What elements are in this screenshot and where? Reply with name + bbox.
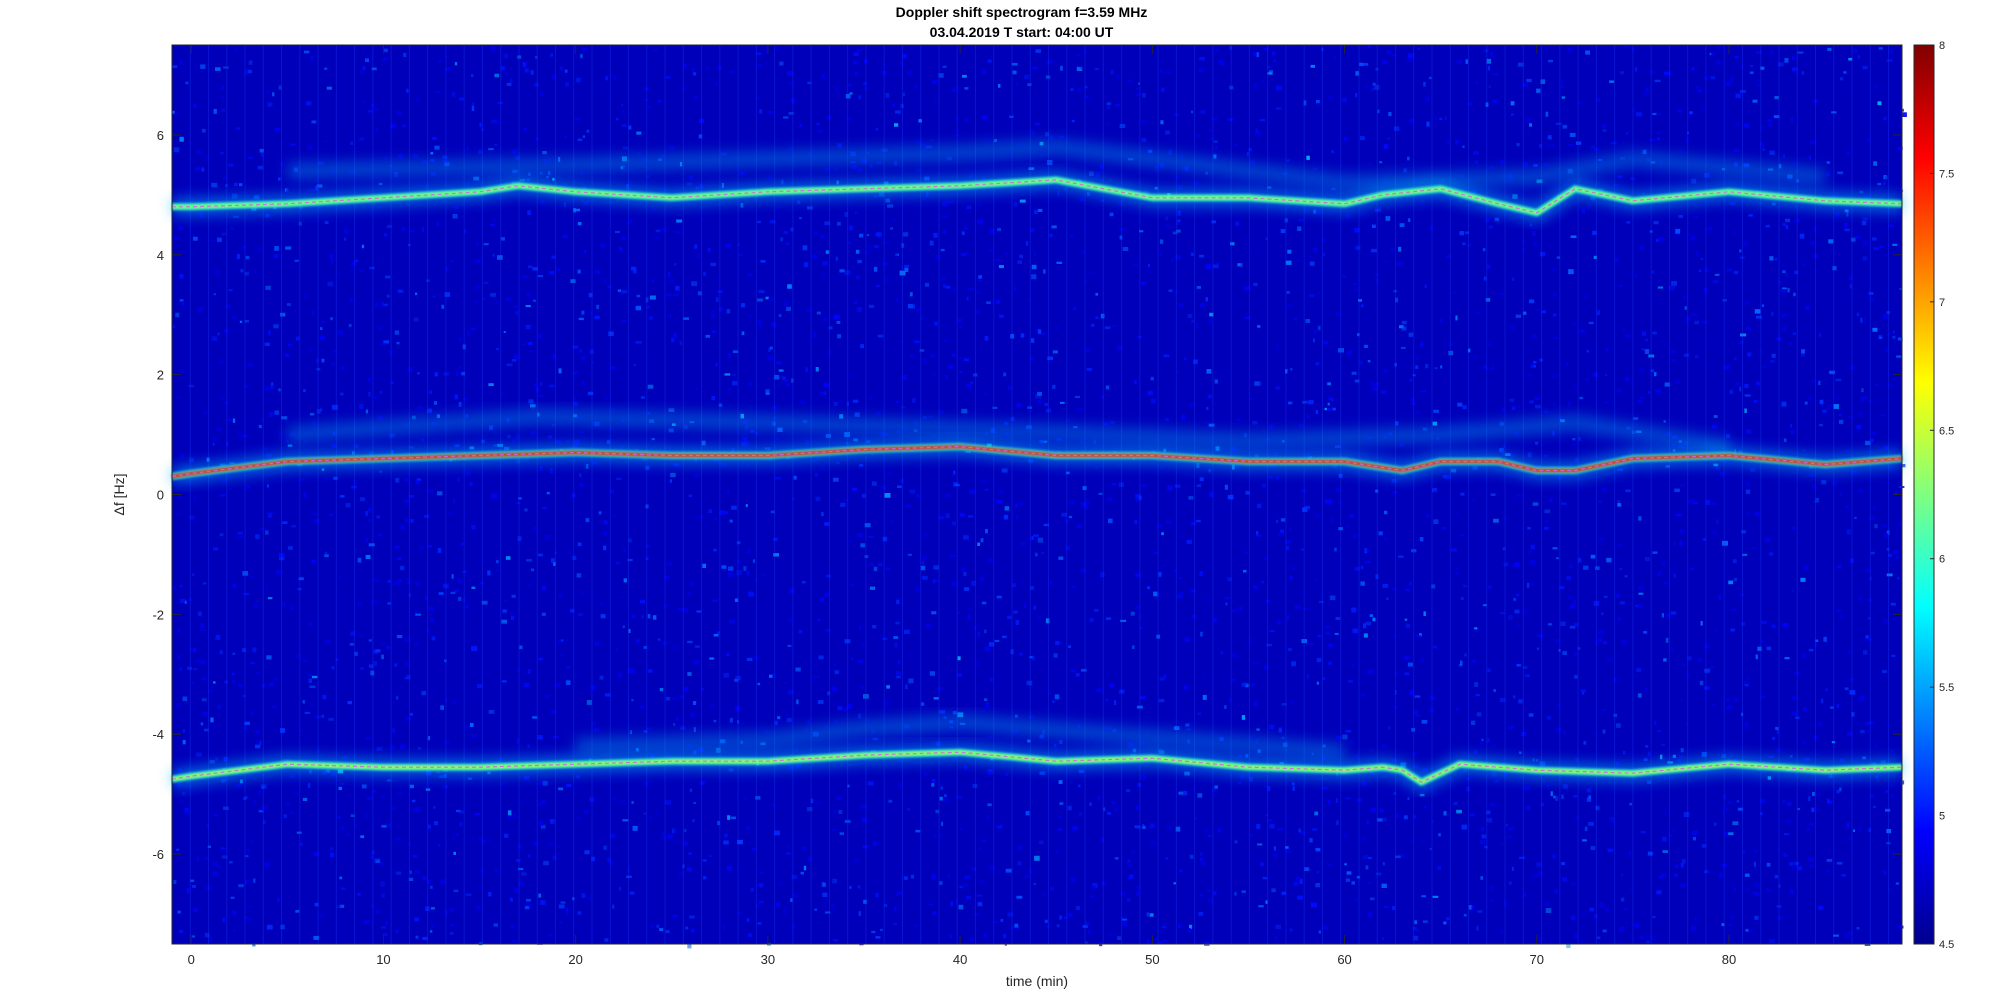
y-tick-label: 4 <box>157 248 164 263</box>
x-tick-label: 70 <box>1530 952 1544 967</box>
diffuse-band-2 <box>286 409 1731 454</box>
y-tick-label: 2 <box>157 368 164 383</box>
colorbar-tick-label: 7.5 <box>1939 168 1954 180</box>
y-tick-label: -2 <box>152 607 164 622</box>
trace-1-fit-line <box>172 179 1903 214</box>
y-tick-label: 6 <box>157 128 164 143</box>
x-tick-label: 60 <box>1337 952 1351 967</box>
colorbar-tick-label: 5.5 <box>1939 682 1954 694</box>
colorbar-tick-label: 7 <box>1939 297 1945 309</box>
x-tick-label: 20 <box>568 952 582 967</box>
chart-title: Doppler shift spectrogram f=3.59 MHz <box>895 4 1148 20</box>
y-tick-label: -4 <box>152 727 164 742</box>
colorbar <box>1913 44 1935 945</box>
x-tick-label: 10 <box>376 952 390 967</box>
trace-1 <box>172 171 1903 222</box>
y-axis-label: Δf [Hz] <box>111 473 127 515</box>
x-tick-label: 0 <box>188 952 195 967</box>
trace-2 <box>170 438 1903 485</box>
trace-3 <box>170 744 1903 792</box>
x-tick-label: 50 <box>1145 952 1159 967</box>
y-tick-label: -6 <box>152 847 164 862</box>
chart-subtitle: 03.04.2019 T start: 04:00 UT <box>929 24 1114 40</box>
trace-3-fit-line <box>171 751 1903 783</box>
colorbar-tick-label: 5 <box>1939 811 1945 823</box>
diffuse-band-3 <box>575 715 1346 760</box>
y-tick-label: 0 <box>157 488 164 503</box>
diffuse-band-1 <box>287 139 1826 190</box>
x-tick-label: 30 <box>761 952 775 967</box>
trace-2-fit-line <box>171 445 1903 478</box>
colorbar-tick-label: 8 <box>1939 40 1945 52</box>
colorbar-tick-label: 6 <box>1939 554 1945 566</box>
x-tick-label: 80 <box>1722 952 1736 967</box>
colorbar-tick-label: 4.5 <box>1939 939 1954 951</box>
x-axis-label: time (min) <box>1006 973 1068 989</box>
x-tick-label: 40 <box>953 952 967 967</box>
colorbar-tick-label: 6.5 <box>1939 425 1954 437</box>
